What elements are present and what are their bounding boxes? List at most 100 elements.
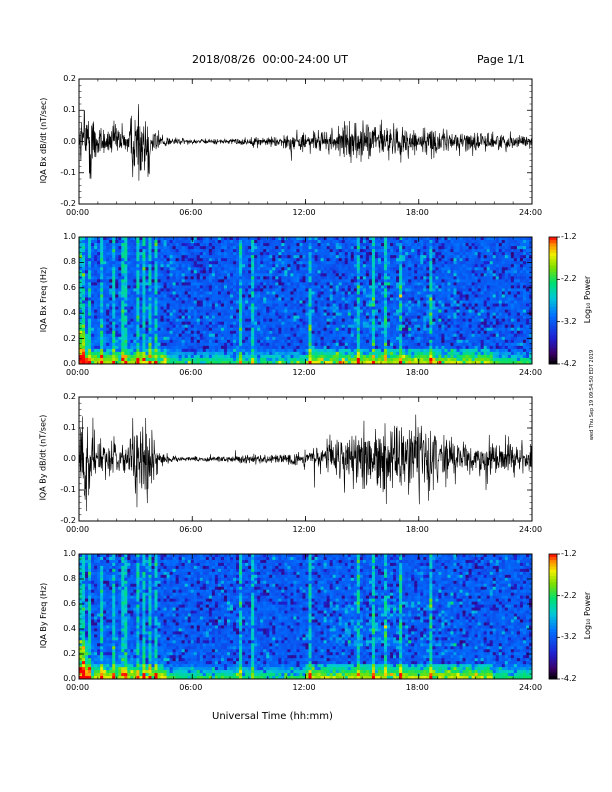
spectrogram-cell (85, 357, 89, 362)
spectrogram-cell (263, 270, 267, 274)
spectrogram-cell (127, 285, 131, 289)
spectrogram-cell (284, 237, 288, 241)
spectrogram-cell (377, 321, 382, 326)
spectrogram-cell (296, 351, 300, 356)
spectrogram-cell (296, 324, 300, 329)
spectrogram-cell (190, 297, 195, 301)
spectrogram-cell (387, 282, 391, 286)
spectrogram-cell (79, 276, 83, 280)
spectrogram-cell (103, 252, 107, 256)
spectrogram-cell (184, 333, 189, 338)
spectrogram-cell (178, 309, 183, 313)
spectrogram-cell (254, 291, 258, 295)
spectrogram-cell (296, 300, 300, 304)
spectrogram-cell (196, 273, 201, 277)
spectrogram-cell (399, 345, 403, 350)
spectrogram-cell (323, 306, 328, 310)
spectrogram-cell (157, 237, 161, 241)
spectrogram-cell (79, 252, 83, 256)
spectrogram-cell (287, 300, 291, 304)
spectrogram-cell (299, 246, 303, 250)
spectrogram-cell (100, 345, 104, 350)
spectrogram-cell (130, 315, 134, 320)
spectrogram-cell (356, 324, 361, 329)
spectrogram-cell (214, 291, 219, 295)
spectrogram-cell (251, 246, 255, 250)
spectrogram-cell (226, 321, 231, 326)
spectrogram-cell (353, 297, 358, 301)
spectrogram-cell (136, 318, 140, 323)
spectrogram-cell (106, 345, 110, 350)
spectrogram-cell (100, 267, 104, 271)
spectrogram-cell (166, 249, 170, 253)
spectrogram-cell (344, 348, 349, 353)
spectrogram-cell (202, 333, 207, 338)
spectrogram-cell (160, 291, 164, 295)
spectrogram-cell (181, 357, 186, 362)
spectrogram-cell (151, 324, 155, 329)
spectrogram-cell (290, 330, 294, 335)
spectrogram-cell (417, 276, 421, 280)
spectrogram-cell (169, 333, 174, 338)
spectrogram-cell (405, 255, 409, 259)
spectrogram-cell (220, 342, 225, 347)
spectrogram-cell (136, 351, 140, 356)
spectrogram-cell (223, 309, 228, 313)
spectrogram-cell (100, 261, 104, 265)
spectrogram-cell (347, 237, 352, 241)
spectrogram-cell (130, 321, 134, 326)
spectrogram-cell (172, 288, 177, 292)
spectrogram-cell (251, 354, 255, 359)
spectrogram-cell (402, 339, 406, 344)
spectrogram-cell (187, 285, 192, 289)
spectrogram-cell (254, 270, 258, 274)
spectrogram-cell (196, 336, 201, 341)
spectrogram-cell (381, 312, 385, 317)
spectrogram-cell (145, 294, 149, 298)
spectrogram-cell (205, 357, 210, 362)
spectrogram-cell (145, 339, 149, 344)
spectrogram-cell (157, 330, 161, 335)
spectrogram-cell (184, 330, 189, 335)
spectrogram-cell (154, 321, 158, 326)
spectrogram-cell (251, 351, 255, 356)
spectrogram-cell (184, 273, 189, 277)
spectrogram-cell (211, 252, 216, 256)
spectrogram-cell (393, 261, 397, 265)
spectrogram-cell (335, 351, 340, 356)
spectrogram-cell (362, 285, 367, 289)
spectrogram-cell (151, 285, 155, 289)
spectrogram-cell (278, 288, 282, 292)
spectrogram-cell (396, 342, 400, 347)
spectrogram-cell (278, 333, 282, 338)
spectrogram-cell (260, 258, 264, 262)
spectrogram-cell (97, 300, 101, 304)
spectrogram-cell (142, 348, 146, 353)
spectrogram-cell (184, 342, 189, 347)
spectrogram-cell (317, 258, 321, 262)
spectrogram-cell (423, 282, 427, 286)
spectrogram-cell (293, 282, 297, 286)
spectrogram-cell (423, 255, 427, 259)
spectrogram-cell (275, 345, 279, 350)
spectrogram-cell (405, 357, 409, 362)
spectrogram-cell (148, 264, 152, 268)
spectrogram-cell (142, 327, 146, 332)
spectrogram-cell (181, 336, 186, 341)
spectrogram-cell (299, 249, 303, 253)
spectrogram-cell (329, 282, 334, 286)
spectrogram-cell (381, 285, 385, 289)
spectrogram-cell (251, 330, 255, 335)
spectrogram-cell (223, 324, 228, 329)
spectrogram-cell (166, 309, 170, 313)
spectrogram-cell (374, 264, 379, 268)
spectrogram-cell (239, 282, 243, 286)
spectrogram-cell (178, 342, 183, 347)
spectrogram-cell (79, 342, 83, 347)
spectrogram-cell (368, 273, 373, 277)
spectrogram-cell (390, 318, 394, 323)
spectrogram-cell (85, 330, 89, 335)
spectrogram-cell (299, 276, 303, 280)
spectrogram-cell (396, 333, 400, 338)
spectrogram-cell (214, 279, 219, 283)
